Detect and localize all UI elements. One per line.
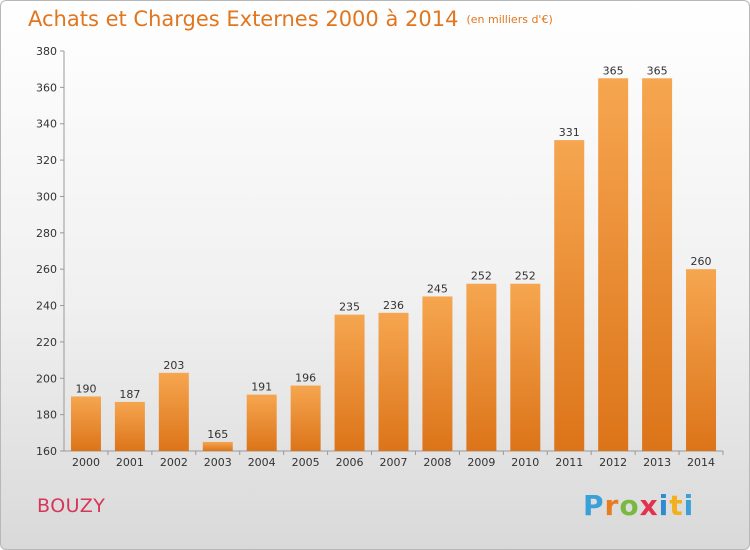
logo-letter: t [669, 489, 684, 522]
y-tick-label: 240 [36, 300, 57, 313]
chart-title: Achats et Charges Externes 2000 à 2014 (e… [28, 7, 553, 31]
y-tick-label: 160 [36, 445, 57, 458]
y-tick-label: 280 [36, 227, 57, 240]
bar-2003 [202, 441, 233, 451]
data-label-2005: 196 [295, 372, 316, 385]
x-tick-label: 2008 [423, 456, 451, 469]
bar-2014 [686, 269, 717, 451]
data-label-2003: 165 [207, 428, 228, 441]
x-tick-label: 2012 [599, 456, 627, 469]
chart-labels: 190 187 203 165 191 196 235 236 245 252 252 331 365 3… [75, 64, 711, 441]
chart-bars [70, 78, 717, 451]
x-tick-label: 2002 [160, 456, 188, 469]
y-tick-label: 300 [36, 190, 57, 203]
x-tick-label: 2014 [687, 456, 715, 469]
x-tick-label: 2000 [72, 456, 100, 469]
data-label-2011: 331 [559, 126, 580, 139]
data-label-2006: 235 [339, 301, 360, 314]
x-tick-label: 2006 [336, 456, 364, 469]
y-tick-label: 380 [36, 45, 57, 58]
bar-2007 [378, 312, 409, 451]
bar-2000 [70, 396, 101, 451]
logo-letter: i [658, 489, 670, 522]
data-label-2013: 365 [647, 64, 668, 77]
data-label-2010: 252 [515, 270, 536, 283]
y-tick-label: 180 [36, 409, 57, 422]
data-label-2008: 245 [427, 282, 448, 295]
x-tick-label: 2001 [116, 456, 144, 469]
logo-letter: o [619, 489, 640, 522]
y-tick-label: 220 [36, 336, 57, 349]
x-tick-label: 2010 [511, 456, 539, 469]
y-tick-label: 200 [36, 372, 57, 385]
bar-2013 [642, 78, 673, 451]
logo-letter: P [583, 489, 605, 522]
bar-2009 [466, 283, 497, 451]
bar-2011 [554, 140, 585, 451]
logo-letter: i [683, 489, 695, 522]
bar-2005 [290, 385, 321, 451]
data-label-2007: 236 [383, 299, 404, 312]
y-tick-label: 360 [36, 81, 57, 94]
bar-2008 [422, 296, 453, 451]
x-tick-label: 2003 [204, 456, 232, 469]
x-tick-label: 2009 [467, 456, 495, 469]
data-label-2012: 365 [603, 64, 624, 77]
data-label-2002: 203 [163, 359, 184, 372]
x-tick-label: 2011 [555, 456, 583, 469]
bar-2004 [246, 394, 277, 451]
data-label-2001: 187 [119, 388, 140, 401]
x-tick-label: 2004 [248, 456, 276, 469]
x-tick-label: 2005 [292, 456, 320, 469]
y-tick-label: 260 [36, 263, 57, 276]
bar-2001 [114, 401, 145, 451]
data-label-2014: 260 [691, 255, 712, 268]
data-label-2004: 191 [251, 381, 272, 394]
bar-2012 [598, 78, 629, 451]
chart-subtitle: (en milliers d'€) [466, 13, 553, 26]
y-tick-label: 340 [36, 118, 57, 131]
x-tick-label: 2007 [380, 456, 408, 469]
chart-title-text: Achats et Charges Externes 2000 à 2014 [28, 7, 459, 31]
x-tick-label: 2013 [643, 456, 671, 469]
bar-2010 [510, 283, 541, 451]
bar-2002 [158, 372, 189, 451]
commune-name: BOUZY [37, 495, 106, 517]
data-label-2009: 252 [471, 270, 492, 283]
chart-axes: 160 180 200 220 240 260 280 300 320 340 360 380 2000… [36, 45, 724, 469]
data-label-2000: 190 [75, 382, 96, 395]
proxiti-logo: Proxiti [583, 489, 694, 522]
logo-letter: r [604, 489, 620, 522]
bar-2006 [334, 314, 365, 451]
logo-letter: x [639, 489, 659, 522]
y-tick-label: 320 [36, 154, 57, 167]
